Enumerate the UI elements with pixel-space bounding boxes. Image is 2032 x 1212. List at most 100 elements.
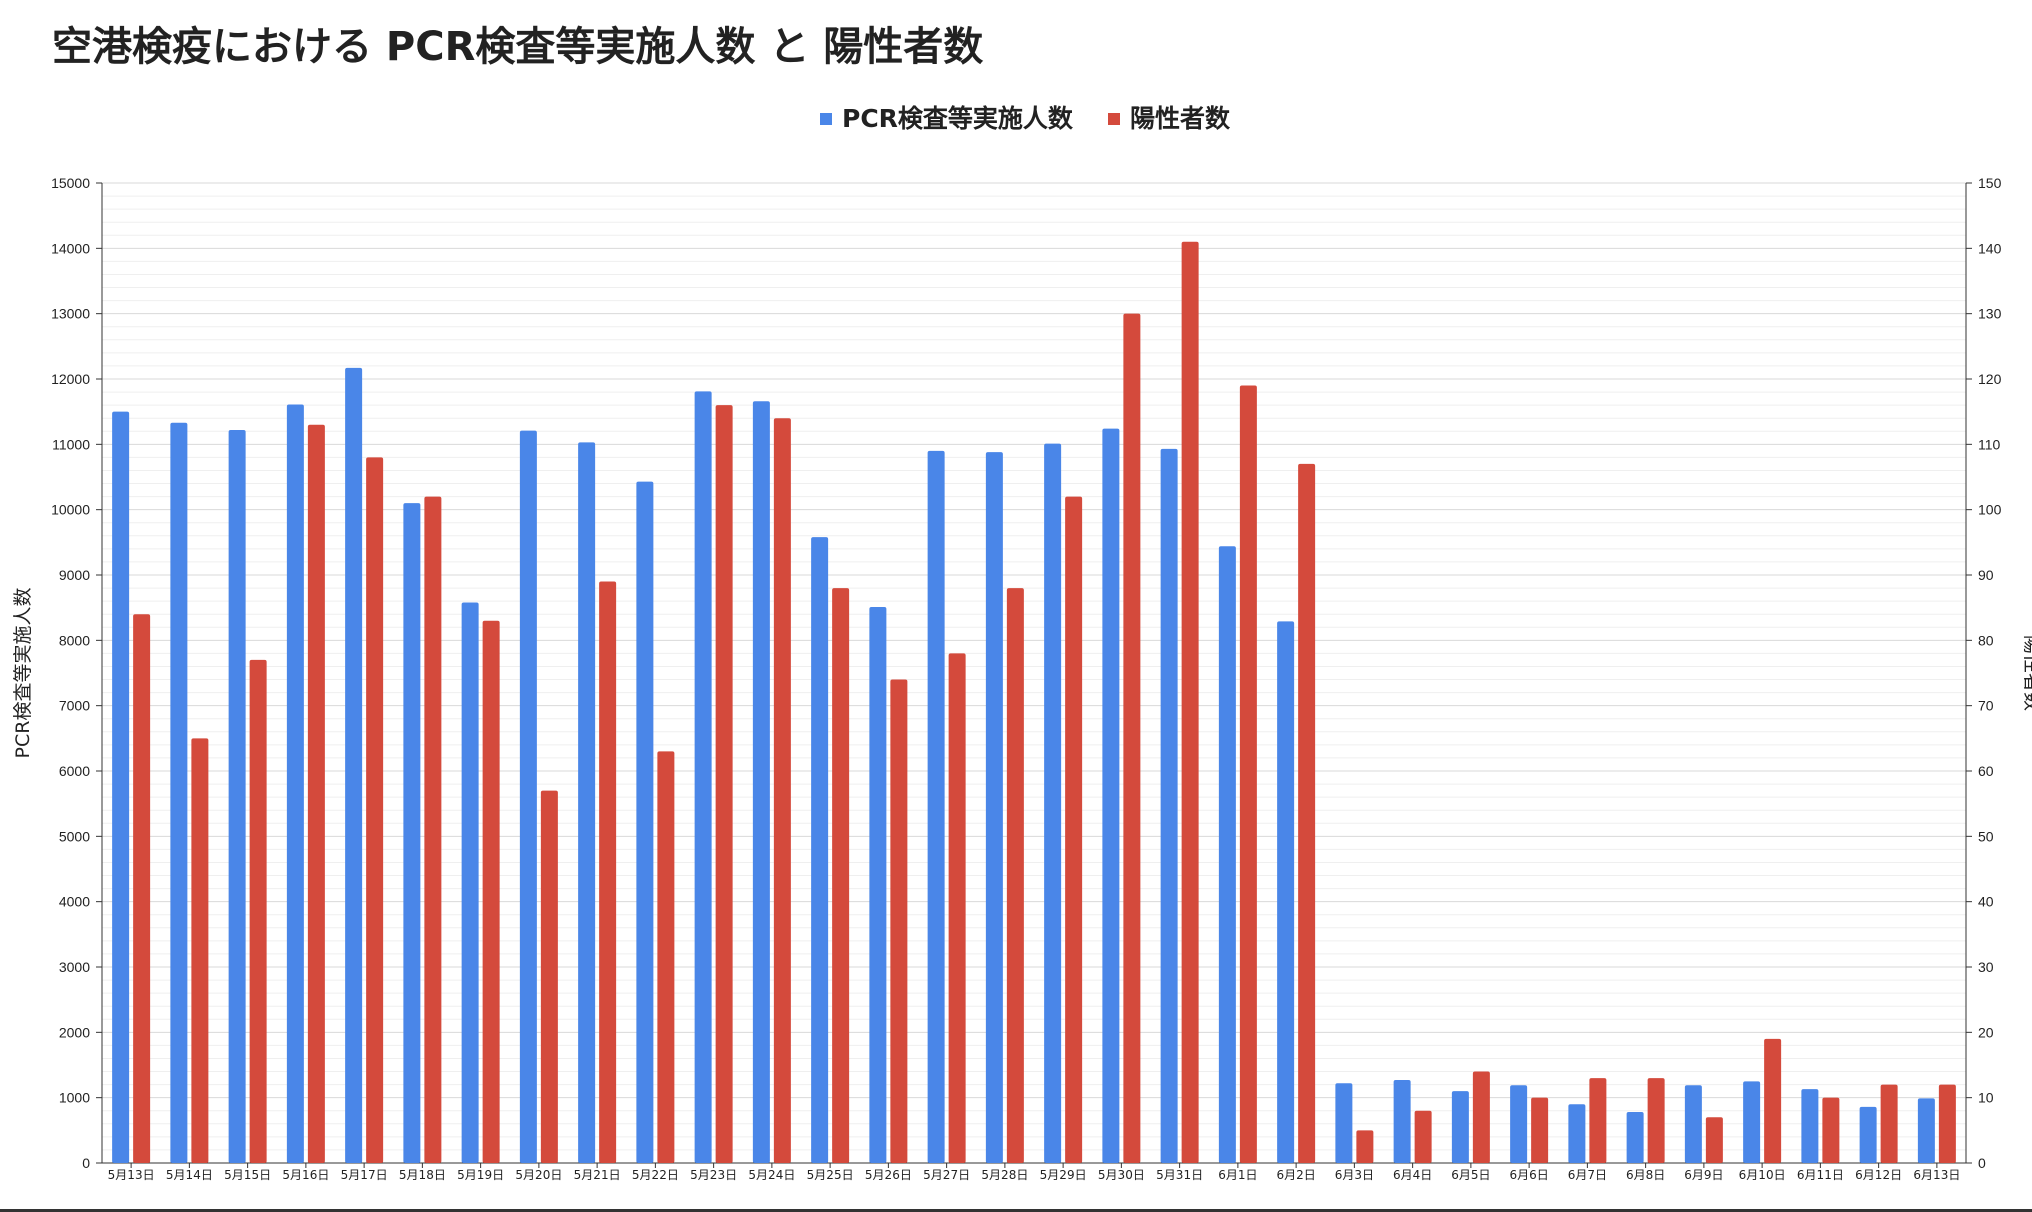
bar-positives xyxy=(1589,1078,1607,1163)
x-tick-label: 5月14日 xyxy=(166,1168,213,1182)
x-tick-label: 5月25日 xyxy=(807,1168,854,1182)
bar-positives xyxy=(1822,1097,1840,1163)
bar-positives xyxy=(1298,463,1316,1163)
x-tick-label: 5月24日 xyxy=(748,1168,795,1182)
x-tick-label: 5月27日 xyxy=(923,1168,970,1182)
bar-positives xyxy=(1647,1078,1665,1163)
left-tick-label: 12000 xyxy=(51,371,90,387)
bar-positives xyxy=(424,496,442,1164)
x-tick-label: 5月18日 xyxy=(399,1168,446,1182)
bar-positives xyxy=(948,653,966,1163)
x-tick-label: 6月11日 xyxy=(1797,1168,1844,1182)
bar-positives xyxy=(1356,1130,1374,1163)
x-tick-label: 6月4日 xyxy=(1393,1168,1432,1182)
right-tick-label: 20 xyxy=(1978,1024,1994,1040)
left-tick-label: 8000 xyxy=(59,632,90,648)
bar-pcr-tests xyxy=(1160,448,1178,1163)
right-tick-label: 70 xyxy=(1978,698,1994,714)
left-tick-label: 10000 xyxy=(51,502,90,518)
right-tick-label: 120 xyxy=(1978,371,2002,387)
x-tick-label: 6月10日 xyxy=(1739,1168,1786,1182)
bar-positives xyxy=(133,614,151,1163)
x-tick-label: 6月5日 xyxy=(1451,1168,1490,1182)
bar-positives xyxy=(540,790,558,1163)
bar-positives xyxy=(1123,313,1141,1164)
bar-pcr-tests xyxy=(578,442,596,1164)
x-tick-label: 5月13日 xyxy=(108,1168,155,1182)
right-tick-label: 50 xyxy=(1978,828,1994,844)
bar-pcr-tests xyxy=(1859,1106,1877,1163)
right-tick-label: 40 xyxy=(1978,894,1994,910)
x-tick-label: 5月28日 xyxy=(981,1168,1028,1182)
bar-pcr-tests xyxy=(694,391,712,1163)
bar-pcr-tests xyxy=(869,607,887,1163)
bar-positives xyxy=(1006,588,1024,1163)
bar-positives xyxy=(1181,241,1199,1164)
left-tick-label: 11000 xyxy=(52,436,90,452)
left-tick-label: 15000 xyxy=(51,175,90,191)
bar-pcr-tests xyxy=(228,429,246,1164)
x-tick-label: 5月20日 xyxy=(515,1168,562,1182)
left-tick-label: 3000 xyxy=(59,959,90,975)
bar-pcr-tests xyxy=(752,401,770,1163)
legend-label-positives: 陽性者数 xyxy=(1130,104,1231,133)
bar-pcr-tests xyxy=(636,481,654,1163)
legend-swatch-positives xyxy=(1108,113,1120,125)
x-tick-label: 5月23日 xyxy=(690,1168,737,1182)
x-tick-label: 5月31日 xyxy=(1156,1168,1203,1182)
left-axis-title: PCR検査等実施人数 xyxy=(12,588,34,759)
window-bottom-border xyxy=(0,1209,2032,1212)
x-tick-label: 5月19日 xyxy=(457,1168,504,1182)
x-tick-label: 6月9日 xyxy=(1684,1168,1723,1182)
bar-pcr-tests xyxy=(1102,428,1120,1163)
right-tick-label: 110 xyxy=(1978,436,2001,452)
x-tick-label: 5月15日 xyxy=(224,1168,271,1182)
bar-positives xyxy=(1472,1071,1490,1163)
bar-pcr-tests xyxy=(1743,1081,1761,1163)
tick-labels: 0 0 1000 10 2000 20 3000 30 4000 40 5000 50 6000 60 70… xyxy=(51,175,2002,1182)
bar-positives xyxy=(1065,496,1083,1164)
bar-pcr-tests xyxy=(1393,1080,1411,1163)
bar-pcr-tests xyxy=(112,411,130,1164)
right-tick-label: 30 xyxy=(1978,959,1994,975)
bar-pcr-tests xyxy=(1335,1083,1353,1163)
right-tick-label: 140 xyxy=(1978,240,2002,256)
bar-pcr-tests xyxy=(1510,1085,1528,1163)
left-tick-label: 7000 xyxy=(59,698,90,714)
bar-pcr-tests xyxy=(403,503,421,1164)
bar-pcr-tests xyxy=(1568,1104,1586,1163)
bar-pcr-tests xyxy=(1801,1089,1819,1163)
x-tick-label: 5月21日 xyxy=(574,1168,621,1182)
right-tick-label: 100 xyxy=(1978,502,2002,518)
x-tick-label: 5月16日 xyxy=(282,1168,329,1182)
bar-pcr-tests xyxy=(985,452,1003,1163)
bar-pcr-tests xyxy=(461,602,479,1163)
bar-positives xyxy=(1764,1038,1782,1163)
x-tick-label: 6月2日 xyxy=(1276,1168,1315,1182)
bar-positives xyxy=(832,588,850,1163)
left-tick-label: 5000 xyxy=(59,828,90,844)
right-tick-label: 10 xyxy=(1978,1090,1994,1106)
x-tick-label: 6月13日 xyxy=(1913,1168,1960,1182)
right-axis-title: 陽性者数 xyxy=(2021,635,2032,711)
x-tick-label: 6月8日 xyxy=(1626,1168,1665,1182)
x-tick-label: 6月1日 xyxy=(1218,1168,1257,1182)
bar-positives xyxy=(482,620,500,1163)
bar-pcr-tests xyxy=(1684,1085,1702,1163)
bar-positives xyxy=(773,418,791,1163)
right-tick-label: 150 xyxy=(1978,175,2002,191)
legend-swatch-pcr xyxy=(820,113,832,125)
left-tick-label: 6000 xyxy=(59,763,90,779)
bars xyxy=(112,241,1956,1164)
right-tick-label: 90 xyxy=(1978,567,1994,583)
x-tick-label: 6月7日 xyxy=(1568,1168,1607,1182)
bar-pcr-tests xyxy=(1044,443,1062,1163)
bar-pcr-tests xyxy=(1626,1112,1644,1163)
bar-pcr-tests xyxy=(811,537,829,1163)
bar-pcr-tests xyxy=(1218,546,1236,1163)
right-tick-label: 80 xyxy=(1978,632,1994,648)
bar-positives xyxy=(657,751,675,1163)
legend: PCR検査等実施人数 陽性者数 xyxy=(820,104,1231,133)
left-tick-label: 9000 xyxy=(59,567,90,583)
